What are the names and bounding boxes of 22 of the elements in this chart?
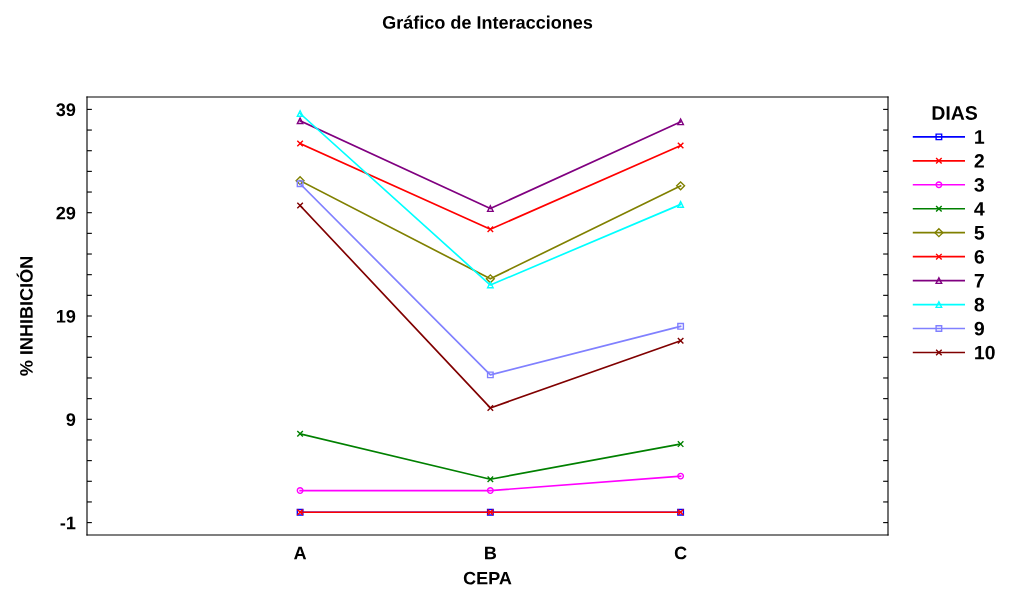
legend-label: 5 — [974, 226, 985, 240]
x-tick-label: B — [485, 546, 497, 560]
y-tick-label: 19 — [56, 309, 76, 323]
x-tick-label: C — [674, 546, 687, 560]
legend-label: 10 — [975, 345, 995, 360]
chart-title: Gráfico de Interacciones — [382, 15, 593, 29]
y-tick-label: 29 — [56, 206, 76, 220]
y-tick-label: 39 — [56, 103, 76, 117]
y-axis-title: % INHIBICIÓN — [16, 257, 33, 376]
x-axis-title: CEPA — [463, 571, 512, 585]
legend-label: 6 — [974, 249, 984, 264]
legend-label: 4 — [974, 202, 985, 216]
legend-label: 8 — [974, 297, 985, 312]
x-tick-label: A — [294, 546, 307, 560]
legend-label: 9 — [974, 321, 984, 336]
y-tick-label: 9 — [66, 413, 76, 427]
legend-label: 2 — [974, 154, 984, 168]
legend-label: 1 — [975, 130, 985, 144]
legend-label: 3 — [974, 178, 984, 192]
y-tick-label: -1 — [60, 516, 76, 530]
legend-title: DIAS — [932, 106, 978, 120]
legend-label: 7 — [974, 274, 984, 288]
